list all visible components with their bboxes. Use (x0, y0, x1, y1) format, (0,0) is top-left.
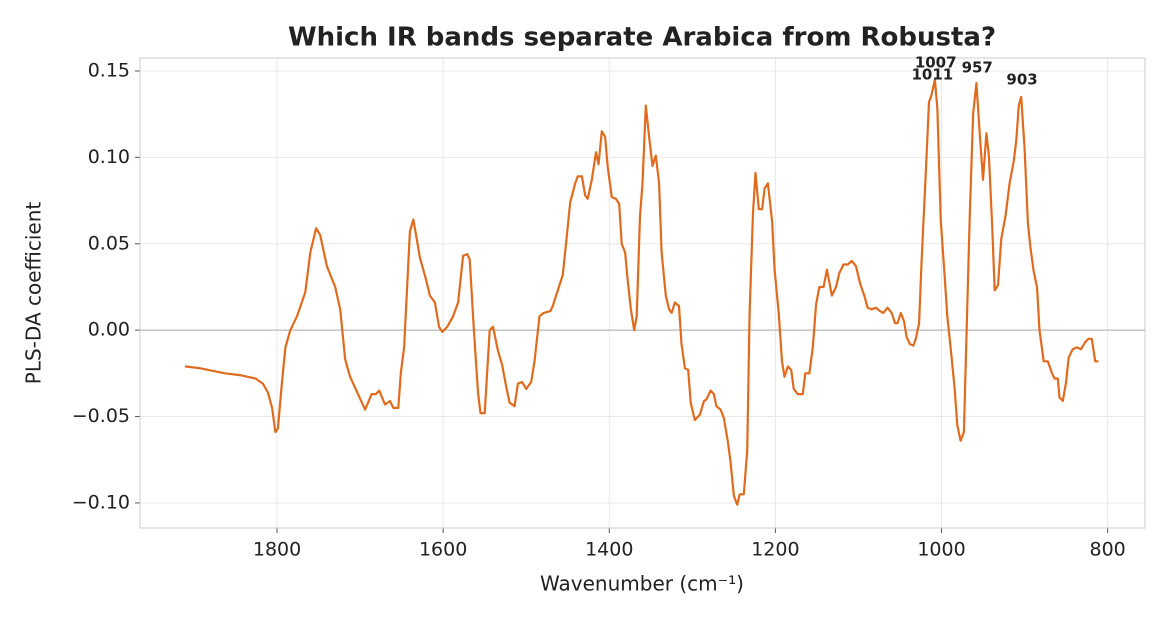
x-tick-label: 1200 (751, 539, 799, 561)
y-tick-label: 0.15 (88, 59, 130, 81)
y-tick-label: −0.05 (72, 405, 130, 427)
annotation: 957 (962, 59, 993, 77)
x-tick-label: 1600 (419, 539, 467, 561)
annotation: 1011 (911, 66, 953, 84)
x-tick-label: 1800 (253, 539, 301, 561)
x-tick-label: 800 (1089, 539, 1125, 561)
x-axis-label: Wavenumber (cm⁻¹) (540, 572, 744, 596)
y-tick-label: 0.05 (88, 232, 130, 254)
y-tick-label: 0.10 (88, 146, 130, 168)
x-tick-label: 1000 (917, 539, 965, 561)
annotation: 1007 (915, 54, 957, 72)
annotation: 903 (1006, 71, 1037, 89)
y-axis-label: PLS-DA coefficient (22, 202, 46, 385)
y-tick-label: −0.10 (72, 491, 130, 513)
plot-frame (139, 57, 1146, 529)
y-tick-label: 0.00 (88, 319, 130, 341)
line (184, 78, 1099, 506)
chart-title: Which IR bands separate Arabica from Rob… (288, 23, 996, 53)
x-tick-label: 1400 (585, 539, 633, 561)
